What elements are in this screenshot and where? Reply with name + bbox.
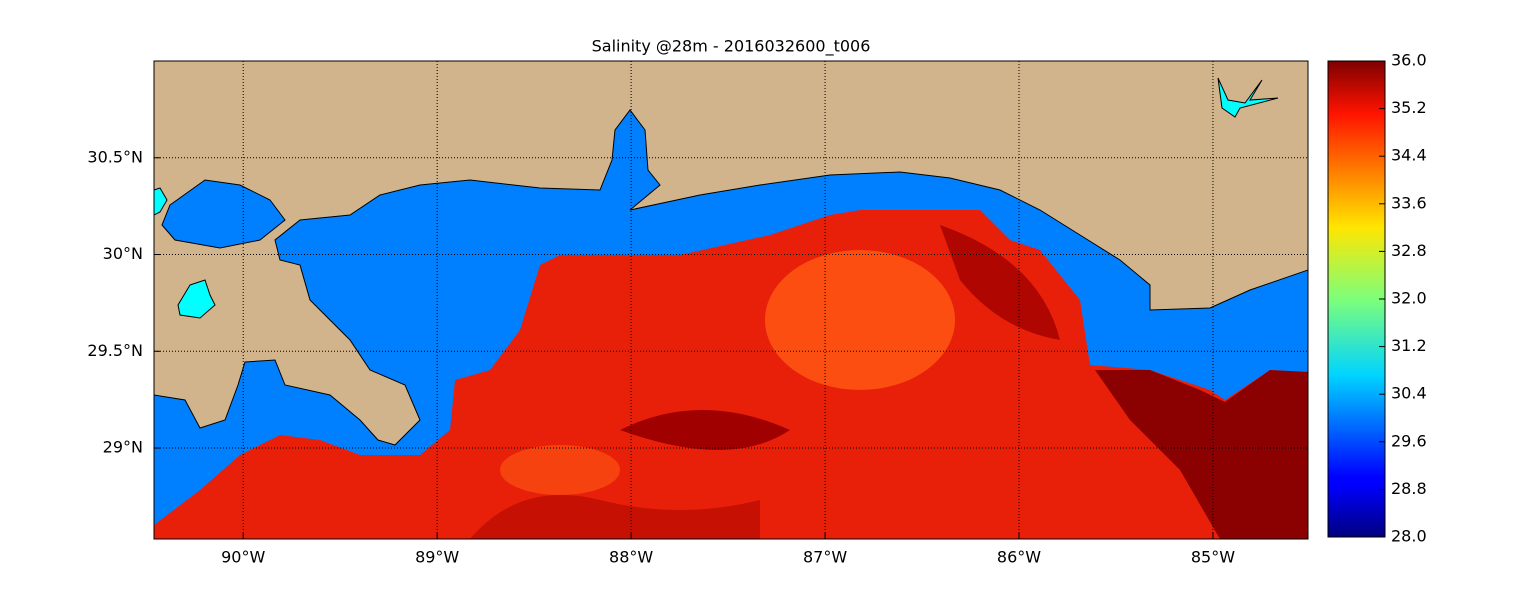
colorbar-tick-label: 32.0 (1391, 289, 1427, 308)
salinity-field (1095, 370, 1308, 539)
colorbar-tick-label: 36.0 (1391, 51, 1427, 70)
x-tick-label: 86°W (997, 548, 1041, 567)
salinity-field (765, 250, 955, 390)
colorbar-tick-label: 34.4 (1391, 146, 1427, 165)
map-area (154, 61, 1308, 539)
colorbar-tick-label: 31.2 (1391, 336, 1427, 355)
y-tick-label: 29°N (103, 438, 143, 457)
x-tick-label: 88°W (609, 548, 653, 567)
map-title: Salinity @28m - 2016032600_t006 (592, 37, 871, 57)
grid (154, 61, 1308, 539)
colorbar-tick-label: 35.2 (1391, 98, 1427, 117)
colorbar (1327, 60, 1386, 538)
colorbar-tick-label: 30.4 (1391, 384, 1427, 403)
colorbar-tick-label: 33.6 (1391, 193, 1427, 212)
plot-frame (153, 60, 1309, 540)
lake (177, 279, 216, 319)
x-tick-label: 85°W (1191, 548, 1235, 567)
salinity-field (620, 410, 790, 450)
salinity-field (940, 225, 1060, 340)
y-tick-label: 29.5°N (87, 341, 143, 360)
salinity-field (470, 494, 760, 539)
salinity-field (500, 445, 620, 495)
lake (154, 187, 168, 216)
x-tick-label: 87°W (803, 548, 847, 567)
colorbar-tick-label: 28.8 (1391, 479, 1427, 498)
y-tick-label: 30°N (103, 244, 143, 263)
colorbar-tick-label: 28.0 (1391, 527, 1427, 546)
lake (1217, 77, 1279, 118)
y-tick-label: 30.5°N (87, 147, 143, 166)
lake (161, 179, 286, 249)
x-tick-label: 90°W (221, 548, 265, 567)
colorbar-tick-label: 32.8 (1391, 241, 1427, 260)
colorbar-tick-label: 29.6 (1391, 431, 1427, 450)
x-tick-label: 89°W (415, 548, 459, 567)
